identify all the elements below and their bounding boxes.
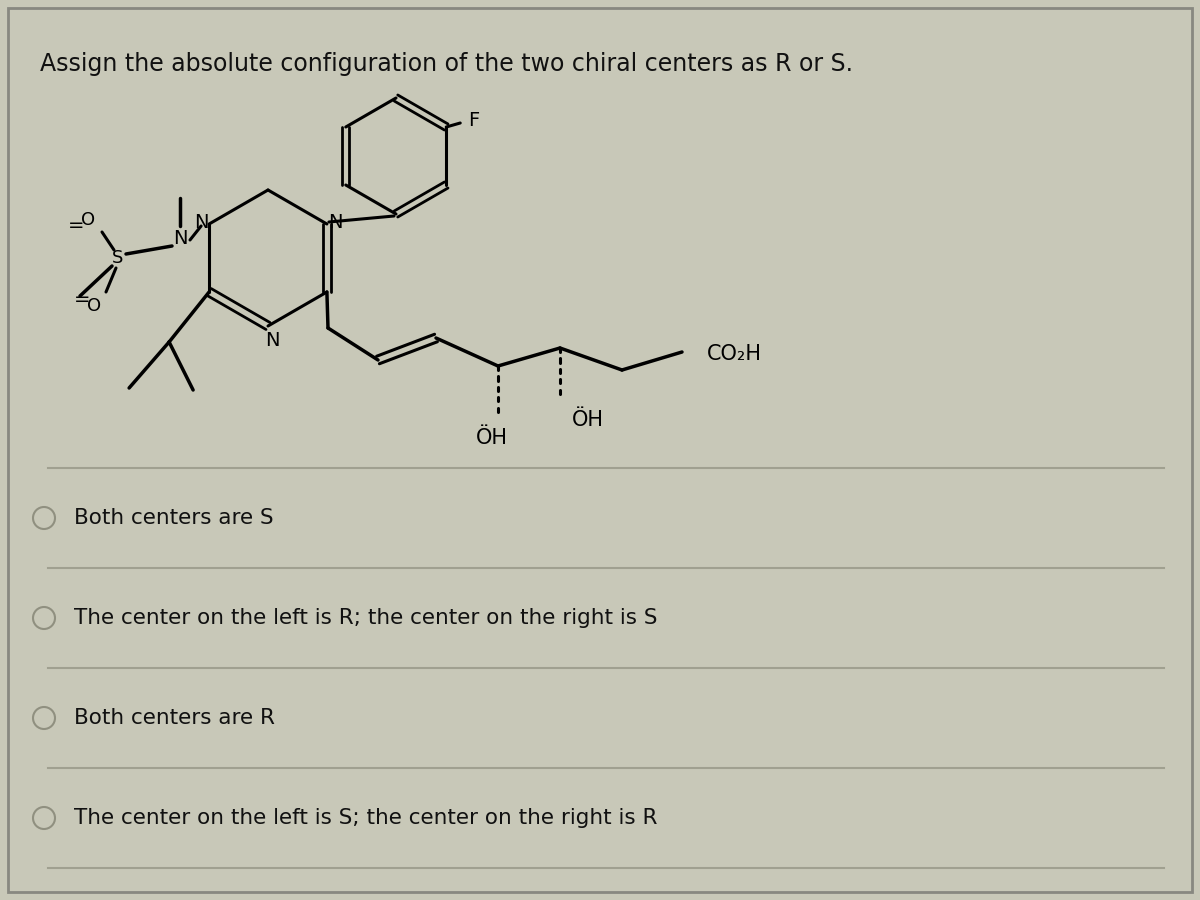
Text: The center on the left is R; the center on the right is S: The center on the left is R; the center … <box>74 608 658 628</box>
Text: ÖH: ÖH <box>476 428 508 448</box>
Text: N: N <box>173 229 187 248</box>
Text: N: N <box>194 212 209 231</box>
Text: Assign the absolute configuration of the two chiral centers as R or S.: Assign the absolute configuration of the… <box>40 52 853 76</box>
Text: ÖH: ÖH <box>572 410 604 430</box>
Text: =: = <box>73 291 90 310</box>
Text: O: O <box>86 297 101 315</box>
Text: N: N <box>265 330 280 349</box>
Text: =: = <box>67 217 84 236</box>
Text: CO₂H: CO₂H <box>707 344 762 364</box>
Text: Both centers are S: Both centers are S <box>74 508 274 528</box>
Text: The center on the left is S; the center on the right is R: The center on the left is S; the center … <box>74 808 658 828</box>
Text: N: N <box>328 212 342 231</box>
Text: O: O <box>80 211 95 229</box>
Text: F: F <box>469 112 480 130</box>
Text: Both centers are R: Both centers are R <box>74 708 275 728</box>
Text: S: S <box>113 249 124 267</box>
